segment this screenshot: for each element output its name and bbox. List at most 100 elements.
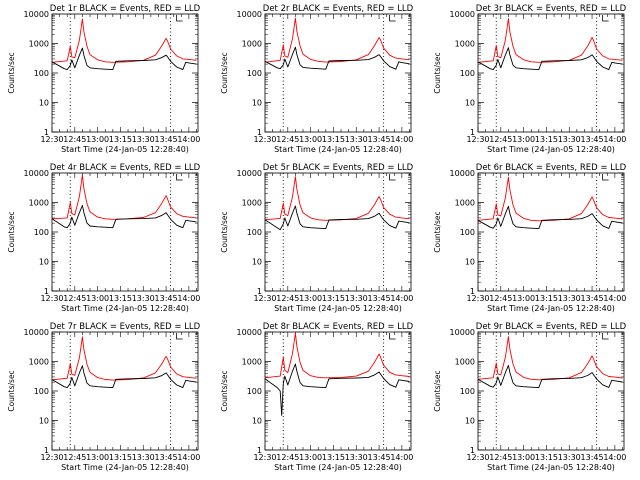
x-tick-label: 13:30: [558, 453, 581, 462]
y-axis-label: Counts/sec: [220, 211, 229, 252]
x-tick-label: 12:30: [253, 294, 276, 303]
corner-mark: [389, 174, 396, 181]
x-tick-label: 13:30: [345, 294, 368, 303]
y-tick-label: 1000: [242, 40, 262, 49]
series-line-red: [264, 176, 410, 221]
y-tick-label: 1000: [242, 358, 262, 367]
corner-mark: [602, 174, 609, 181]
x-axis-label: Start Time (24-Jan-05 12:28:40): [61, 304, 189, 313]
x-axis-label: Start Time (24-Jan-05 12:28:40): [61, 463, 189, 472]
y-tick-label: 1000: [29, 199, 49, 208]
x-tick-label: 12:30: [40, 294, 63, 303]
x-tick-label: 13:30: [132, 135, 155, 144]
series-line-red: [51, 174, 197, 220]
y-tick-label: 1: [257, 128, 262, 137]
x-tick-label: 14:00: [177, 453, 200, 462]
series-line-black: [264, 205, 410, 231]
y-axis-label: Counts/sec: [433, 370, 442, 411]
series-line-black: [477, 47, 623, 71]
chart-panel-4: 1 10 100 1000 10000 12:30 12:45 13:00 13:15 13:30…: [7, 163, 201, 313]
x-tick-label: 14:00: [603, 294, 626, 303]
y-tick-label: 1000: [242, 199, 262, 208]
x-tick-label: 12:30: [40, 135, 63, 144]
x-tick-label: 13:00: [86, 294, 109, 303]
y-tick-label: 10000: [450, 10, 475, 19]
y-tick-label: 10: [39, 99, 49, 108]
x-tick-label: 14:00: [390, 135, 413, 144]
corner-mark: [602, 15, 609, 22]
chart-panel-7: 1 10 100 1000 10000 12:30 12:45 13:00 13:15 13:30…: [7, 322, 201, 472]
x-tick-label: 13:45: [155, 453, 178, 462]
x-tick-label: 12:30: [466, 453, 489, 462]
x-tick-label: 12:45: [276, 453, 299, 462]
corner-mark: [602, 333, 609, 340]
y-tick-label: 10: [252, 258, 262, 267]
x-tick-label: 13:00: [86, 135, 109, 144]
series-line-black: [477, 205, 623, 230]
chart-title: Det 7r BLACK = Events, RED = LLD: [50, 322, 201, 332]
x-tick-label: 13:30: [558, 135, 581, 144]
y-tick-label: 10: [465, 417, 475, 426]
x-tick-label: 13:15: [109, 135, 132, 144]
series-line-red: [51, 18, 197, 63]
x-tick-label: 13:00: [299, 453, 322, 462]
y-tick-label: 1: [44, 128, 49, 137]
series-line-black: [51, 47, 197, 71]
plot-frame: [264, 331, 412, 451]
y-axis-label: Counts/sec: [7, 211, 16, 252]
x-axis-label: Start Time (24-Jan-05 12:28:40): [274, 463, 402, 472]
x-tick-label: 12:45: [489, 453, 512, 462]
y-tick-label: 1000: [455, 358, 475, 367]
chart-panel-5: 1 10 100 1000 10000 12:30 12:45 13:00 13:15 13:30…: [220, 163, 414, 313]
chart-panel-6: 1 10 100 1000 10000 12:30 12:45 13:00 13:15 13:30…: [433, 163, 627, 313]
x-tick-label: 12:30: [466, 135, 489, 144]
y-tick-label: 1: [44, 446, 49, 455]
x-tick-label: 13:15: [322, 453, 345, 462]
y-tick-label: 1000: [29, 358, 49, 367]
x-tick-label: 12:45: [276, 135, 299, 144]
corner-mark: [176, 15, 183, 22]
y-tick-label: 1000: [455, 199, 475, 208]
y-axis-label: Counts/sec: [7, 370, 16, 411]
corner-mark: [389, 333, 396, 340]
x-tick-label: 13:15: [322, 294, 345, 303]
y-tick-label: 100: [34, 228, 49, 237]
y-axis-label: Counts/sec: [433, 52, 442, 93]
x-tick-label: 13:15: [109, 294, 132, 303]
y-tick-label: 100: [247, 228, 262, 237]
series-line-red: [477, 336, 623, 381]
series-line-black: [51, 204, 197, 229]
x-tick-label: 13:00: [512, 294, 535, 303]
chart-panel-2: 1 10 100 1000 10000 12:30 12:45 13:00 13:15 13:30…: [220, 4, 414, 154]
x-tick-label: 12:45: [63, 294, 86, 303]
y-tick-label: 1: [257, 446, 262, 455]
chart-title: Det 3r BLACK = Events, RED = LLD: [476, 4, 627, 14]
chart-panel-9: 1 10 100 1000 10000 12:30 12:45 13:00 13:15 13:30…: [433, 322, 627, 472]
y-axis-label: Counts/sec: [220, 370, 229, 411]
x-tick-label: 13:00: [512, 453, 535, 462]
chart-title: Det 9r BLACK = Events, RED = LLD: [476, 322, 627, 332]
plot-frame: [51, 13, 199, 133]
x-tick-label: 14:00: [603, 135, 626, 144]
plot-frame: [264, 172, 412, 292]
x-tick-label: 13:30: [345, 135, 368, 144]
y-tick-label: 10000: [237, 328, 262, 337]
chart-panel-8: 1 10 100 1000 10000 12:30 12:45 13:00 13:15 13:30…: [220, 322, 414, 472]
y-tick-label: 10: [465, 99, 475, 108]
y-tick-label: 10: [39, 417, 49, 426]
y-axis-label: Counts/sec: [433, 211, 442, 252]
x-axis-label: Start Time (24-Jan-05 12:28:40): [61, 145, 189, 154]
x-tick-label: 13:15: [109, 453, 132, 462]
y-tick-label: 100: [247, 69, 262, 78]
x-tick-label: 13:45: [368, 135, 391, 144]
x-tick-label: 13:30: [558, 294, 581, 303]
y-tick-label: 10000: [450, 328, 475, 337]
y-tick-label: 10: [465, 258, 475, 267]
x-tick-label: 12:45: [489, 294, 512, 303]
x-tick-label: 12:45: [63, 135, 86, 144]
series-line-black: [264, 363, 410, 416]
chart-panel-3: 1 10 100 1000 10000 12:30 12:45 13:00 13:15 13:30…: [433, 4, 627, 154]
chart-title: Det 2r BLACK = Events, RED = LLD: [263, 4, 414, 14]
plot-frame: [51, 172, 199, 292]
